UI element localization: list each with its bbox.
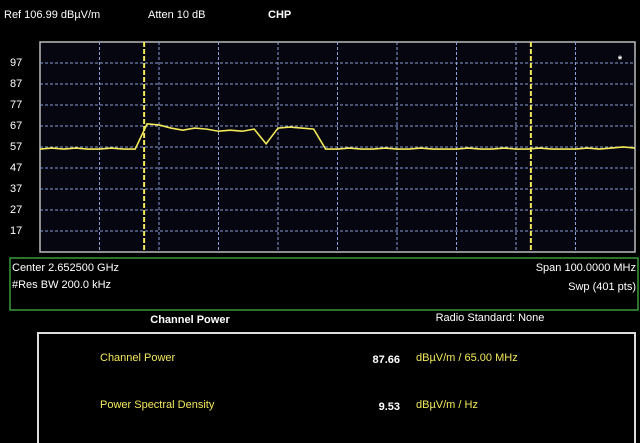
page: {"header": {"ref": "Ref 106.99 dBµV/m", …	[0, 0, 640, 443]
mode: CHP	[268, 9, 291, 21]
result-unit: dBµV/m / Hz	[416, 399, 478, 411]
result-value: 9.53	[379, 401, 400, 413]
center-freq: Center 2.652500 GHz	[12, 262, 119, 274]
y-tick-label: 77	[10, 99, 22, 111]
result-label: Power Spectral Density	[100, 399, 215, 411]
sweep: Swp (401 pts)	[568, 281, 636, 293]
y-tick-label: 67	[10, 120, 22, 132]
radio-standard: Radio Standard: None	[436, 312, 545, 324]
y-tick-label: 27	[10, 204, 22, 216]
y-tick-label: 87	[10, 78, 22, 90]
rbw: #Res BW 200.0 kHz	[12, 279, 111, 291]
result-value: 87.66	[372, 354, 400, 366]
y-tick-label: 17	[10, 225, 22, 237]
result-unit: dBµV/m / 65.00 MHz	[416, 352, 518, 364]
ref-level: Ref 106.99 dBµV/m	[4, 9, 100, 21]
screen: Ref 106.99 dBµV/m Atten 10 dB CHP 97 87 77…	[0, 0, 640, 443]
annotation: *	[618, 54, 623, 66]
y-tick-label: 47	[10, 162, 22, 174]
span: Span 100.0000 MHz	[536, 262, 636, 274]
attenuation: Atten 10 dB	[148, 9, 206, 21]
results-title: Channel Power	[150, 314, 230, 326]
y-tick-label: 37	[10, 183, 22, 195]
y-tick-label: 57	[10, 141, 22, 153]
y-tick-label: 97	[10, 57, 22, 69]
result-label: Channel Power	[100, 352, 176, 364]
